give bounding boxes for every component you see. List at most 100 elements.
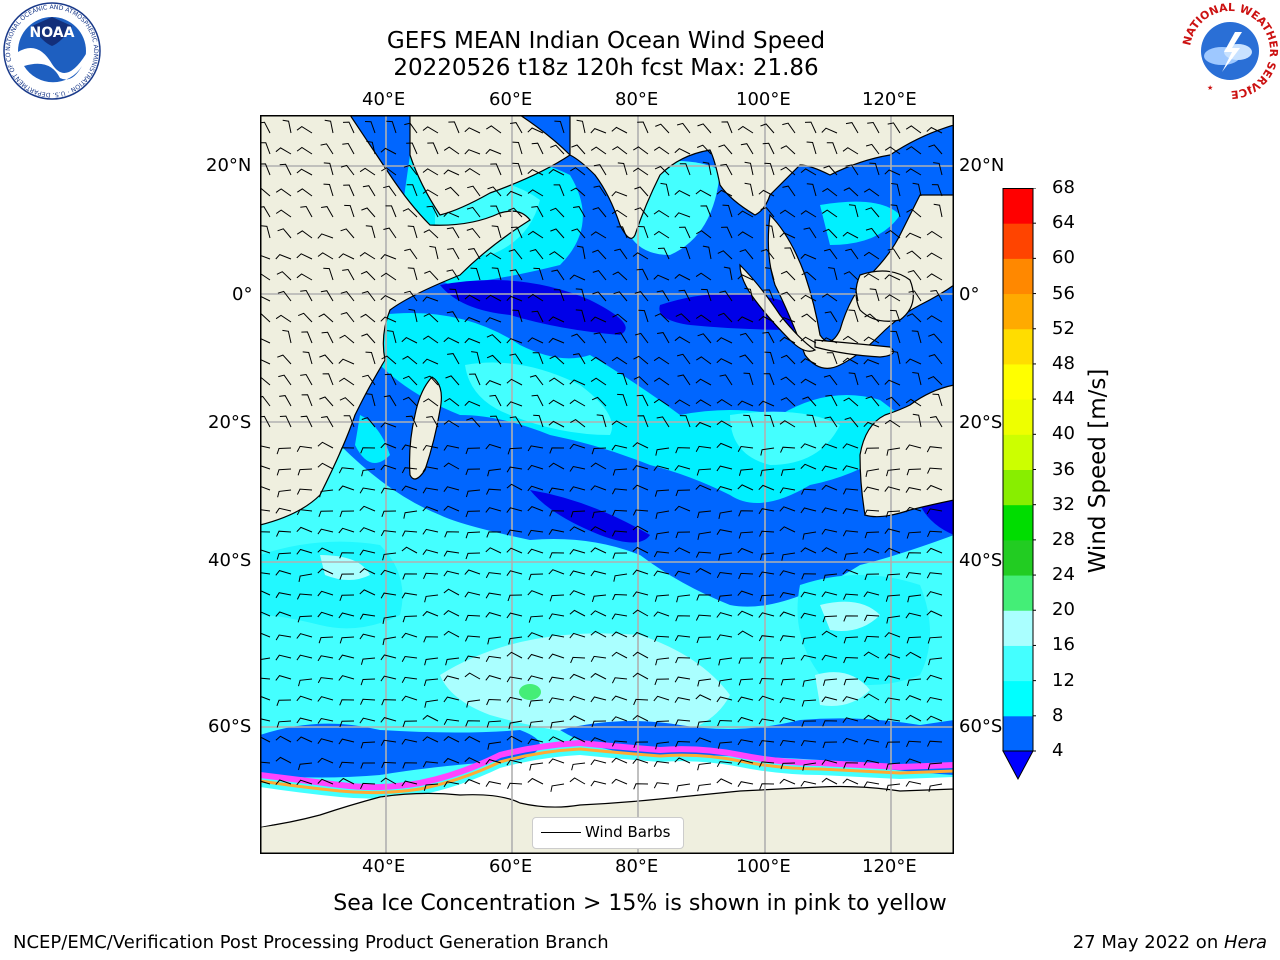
wind-barb <box>801 720 817 727</box>
wind-barb <box>744 287 754 302</box>
wind-barb <box>298 573 313 582</box>
wind-barb <box>423 398 439 407</box>
wind-barb <box>528 699 544 707</box>
wind-barb <box>485 572 502 579</box>
wind-barb <box>260 761 271 764</box>
wind-barb <box>569 609 586 617</box>
wind-barb <box>716 696 733 703</box>
wind-barb <box>509 416 523 428</box>
wind-barb <box>744 182 754 197</box>
wind-barb <box>296 736 313 743</box>
wind-barb <box>550 207 565 218</box>
wind-barb <box>842 569 859 575</box>
wind-barb <box>569 632 586 639</box>
wind-barb <box>380 272 397 281</box>
wind-barb <box>296 146 313 155</box>
wind-barb <box>512 162 523 176</box>
wind-barb <box>549 251 565 260</box>
legend-label: Wind Barbs <box>585 823 671 841</box>
wind-barb <box>317 528 334 535</box>
lon-tick-bottom: 80°E <box>615 856 659 877</box>
wind-barb <box>912 413 922 428</box>
wind-barb <box>404 122 418 134</box>
wind-barb <box>779 506 796 512</box>
wind-barb <box>380 487 397 494</box>
wind-barb <box>383 227 397 239</box>
wind-barb <box>716 358 733 365</box>
wind-barb <box>380 442 397 449</box>
wind-barb <box>424 657 439 666</box>
wind-barb <box>260 632 271 638</box>
wind-barb <box>466 417 481 428</box>
wind-barb <box>928 333 943 344</box>
wind-barb <box>611 126 628 134</box>
wind-barb <box>324 119 334 134</box>
wind-barb <box>276 699 292 706</box>
wind-barb <box>548 168 565 176</box>
wind-barb <box>445 657 460 666</box>
wind-barb <box>465 468 481 476</box>
wind-barb <box>863 359 880 365</box>
wind-barb <box>891 183 901 197</box>
wind-barb <box>485 507 502 513</box>
wind-barb <box>843 397 859 407</box>
wind-barb <box>760 207 775 218</box>
wind-barb <box>380 675 397 682</box>
wind-barb <box>548 316 565 323</box>
wind-barb <box>864 635 880 643</box>
wind-barb <box>260 358 271 365</box>
wind-barb <box>446 311 460 323</box>
lon-tick-top: 60°E <box>489 89 533 110</box>
colorbar-tick-label: 20 <box>1052 599 1075 621</box>
wind-barb <box>739 354 754 365</box>
wind-barb <box>506 696 523 703</box>
wind-barb <box>780 678 796 686</box>
wind-barb <box>679 226 691 239</box>
wind-barb <box>401 592 418 599</box>
wind-barb <box>465 510 481 518</box>
wind-barb <box>592 270 607 281</box>
wind-barb <box>401 444 418 451</box>
wind-barb <box>424 699 439 708</box>
legend-line-icon <box>541 832 581 833</box>
wind-barb <box>803 227 817 239</box>
wind-barb <box>885 741 901 748</box>
wind-barb <box>884 718 901 725</box>
wind-barb <box>718 552 733 561</box>
wind-barb <box>758 740 775 747</box>
wind-barb <box>884 169 901 176</box>
wind-barb <box>697 762 712 771</box>
wind-barb <box>821 337 838 344</box>
wind-barb <box>737 210 754 218</box>
wind-barb <box>402 396 418 407</box>
wind-barb <box>720 163 733 176</box>
wind-barb <box>486 531 502 538</box>
wind-barb <box>823 248 838 260</box>
wind-barb <box>863 714 880 722</box>
wind-barb <box>926 715 943 722</box>
lon-tick-top: 100°E <box>736 89 791 110</box>
wind-barb <box>554 120 565 134</box>
wind-barb <box>675 615 691 622</box>
wind-barb <box>464 735 481 743</box>
wind-barb <box>655 447 670 456</box>
wind-barb <box>821 630 838 638</box>
wind-barb <box>508 636 523 645</box>
wind-barb <box>905 758 922 764</box>
wind-barb <box>825 394 838 407</box>
wind-barb <box>611 209 628 218</box>
wind-barb <box>800 210 817 218</box>
wind-barb <box>863 676 880 683</box>
wind-barb <box>548 697 565 704</box>
wind-barb <box>485 317 502 323</box>
wind-barb <box>570 510 586 518</box>
wind-barb <box>296 633 313 639</box>
wind-barb <box>381 761 397 769</box>
wind-12-16-region <box>260 541 403 629</box>
wind-barb <box>905 612 922 619</box>
wind-barb <box>885 762 901 771</box>
wind-barb <box>275 675 292 681</box>
wind-barb <box>633 741 649 748</box>
wind-barb <box>575 309 586 323</box>
colorbar-tick-label: 4 <box>1052 740 1064 761</box>
